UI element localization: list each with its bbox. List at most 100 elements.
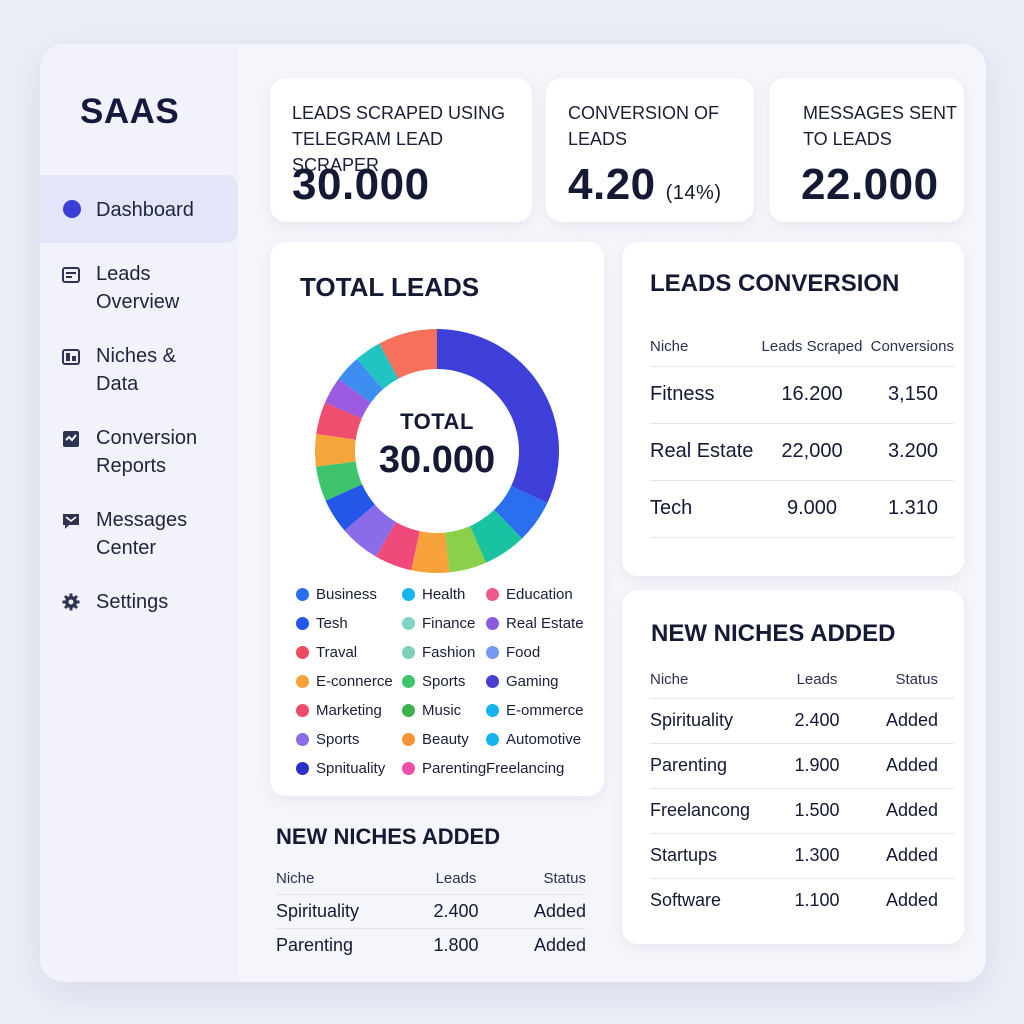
card-title: LEADS CONVERSION bbox=[650, 270, 900, 297]
cell-niche: Parenting bbox=[650, 755, 728, 775]
legend-swatch bbox=[296, 675, 309, 688]
cell-status: Added bbox=[885, 890, 938, 911]
donut-segment bbox=[344, 504, 396, 557]
stat-card-leads-scraped: LEADS SCRAPED USING TELEGRAM LEAD SCRAPE… bbox=[270, 78, 532, 222]
legend-label: Marketing bbox=[316, 702, 382, 719]
column-header: Conversions bbox=[870, 338, 954, 356]
cell-niche: Spirituality bbox=[276, 900, 360, 921]
legend-label: Parenting bbox=[422, 760, 487, 777]
legend-label: Freelancing bbox=[486, 760, 565, 777]
cell-status: Added bbox=[885, 755, 938, 775]
column-header: Niche bbox=[650, 338, 689, 356]
legend-label: Sports bbox=[422, 673, 466, 690]
legend-item: Finance bbox=[402, 615, 475, 632]
sidebar-item-niches-data[interactable]: Niches & Data bbox=[40, 342, 238, 404]
donut-segment bbox=[437, 329, 559, 504]
legend-item: Freelancing bbox=[486, 760, 564, 777]
sidebar-item-conversion-reports[interactable]: Conversion Reports bbox=[40, 424, 238, 486]
app-window: SAAS Dashboard Leads Overview Niches & D… bbox=[40, 44, 986, 982]
legend-swatch bbox=[296, 646, 309, 659]
legend-label: Food bbox=[506, 644, 541, 661]
sidebar-item-leads-overview[interactable]: Leads Overview bbox=[40, 260, 238, 322]
legend-item: Spnituality bbox=[296, 760, 385, 777]
legend-item: Traval bbox=[296, 644, 357, 661]
dashboard-icon bbox=[62, 199, 81, 218]
legend-swatch bbox=[402, 733, 415, 746]
cell-leads-scraped: 16.200 bbox=[781, 383, 843, 405]
sidebar-item-label: Messages Center bbox=[96, 509, 188, 559]
legend-label: Traval bbox=[316, 644, 358, 661]
sidebar-item-label: Leads Overview bbox=[96, 263, 180, 313]
app-logo: SAAS bbox=[80, 92, 180, 131]
table-row: Parenting 1.800 Added bbox=[276, 928, 586, 962]
legend-label: Fashion bbox=[422, 644, 476, 661]
cell-niche: Spirituality bbox=[650, 710, 734, 730]
legend-item: Music bbox=[402, 702, 461, 719]
sidebar-item-label: Settings bbox=[96, 591, 169, 613]
card-title: NEW NICHES ADDED bbox=[651, 620, 896, 647]
legend-swatch bbox=[402, 646, 415, 659]
column-header: Niche bbox=[276, 870, 315, 888]
cell-conversions: 1.310 bbox=[887, 497, 938, 519]
cell-conversions: 3,150 bbox=[887, 383, 938, 405]
new-niches-table: Niche Leads Status Spirituality 2.400 Adde… bbox=[650, 662, 954, 923]
conversion-reports-icon bbox=[62, 430, 80, 448]
legend-item: E-ommerce bbox=[486, 702, 584, 719]
table-header-row: Niche Leads Status bbox=[276, 864, 586, 894]
stat-value-group: 4.20 (14%) bbox=[568, 160, 722, 210]
table-row: Real Estate 22,000 3.200 bbox=[650, 423, 954, 480]
stat-value: 4.20 bbox=[568, 160, 656, 209]
donut-segment bbox=[411, 531, 450, 573]
legend-label: Beauty bbox=[422, 731, 469, 748]
table-row: Parenting 1.900 Added bbox=[650, 743, 954, 788]
legend-item: Beauty bbox=[402, 731, 469, 748]
legend-item: E-connerce bbox=[296, 673, 393, 690]
donut-segment bbox=[325, 378, 371, 419]
column-header: Status bbox=[543, 870, 586, 888]
legend-item: Sports bbox=[296, 731, 359, 748]
sidebar-item-settings[interactable]: Settings bbox=[40, 588, 238, 620]
legend-swatch bbox=[402, 675, 415, 688]
donut-segment bbox=[494, 486, 548, 539]
donut-segment bbox=[316, 461, 363, 501]
sidebar-item-dashboard[interactable]: Dashboard bbox=[40, 175, 238, 243]
legend-label: Music bbox=[422, 702, 462, 719]
donut-segment bbox=[356, 343, 399, 390]
cell-leads: 1.900 bbox=[794, 755, 840, 775]
donut-segment bbox=[375, 521, 420, 571]
cell-status: Added bbox=[533, 900, 586, 921]
legend-item: Automotive bbox=[486, 731, 581, 748]
column-header: Leads Scraped bbox=[761, 338, 863, 356]
legend-item: Tesh bbox=[296, 615, 348, 632]
table-row: Software 1.100 Added bbox=[650, 878, 954, 923]
donut-segment bbox=[469, 509, 523, 563]
stat-title: CONVERSION OF LEADS bbox=[568, 103, 720, 149]
messages-center-icon bbox=[62, 512, 80, 530]
donut-segment bbox=[316, 402, 362, 440]
legend-swatch bbox=[402, 617, 415, 630]
leads-overview-icon bbox=[62, 266, 80, 284]
table-row: Startups 1.300 Added bbox=[650, 833, 954, 878]
legend-item: Gaming bbox=[486, 673, 559, 690]
leads-conversion-card: LEADS CONVERSION Niche Leads Scraped Con… bbox=[622, 242, 964, 576]
cell-niche: Fitness bbox=[650, 383, 715, 405]
table-row: Spirituality 2.400 Added bbox=[650, 698, 954, 743]
donut-segment bbox=[445, 526, 487, 573]
legend-swatch bbox=[486, 646, 499, 659]
legend-label: Real Estate bbox=[506, 615, 584, 632]
legend-label: Gaming bbox=[506, 673, 559, 690]
legend-label: Sports bbox=[316, 731, 360, 748]
stat-card-messages-sent: MESSAGES SENT TO LEADS 22.000 bbox=[769, 78, 964, 222]
cell-niche: Tech bbox=[650, 497, 693, 519]
donut-center-label: TOTAL bbox=[400, 409, 474, 434]
table-row: Spirituality 2.400 Added bbox=[276, 894, 586, 928]
legend-swatch bbox=[486, 588, 499, 601]
sidebar-item-messages-center[interactable]: Messages Center bbox=[40, 506, 238, 568]
leads-conversion-table: Niche Leads Scraped Conversions Fitness … bbox=[650, 328, 954, 538]
stat-title: MESSAGES SENT TO LEADS bbox=[803, 103, 958, 149]
legend-item: Real Estate bbox=[486, 615, 584, 632]
new-niches-table-bottom: Niche Leads Status Spirituality 2.400 Ad… bbox=[276, 864, 586, 962]
legend-label: Business bbox=[316, 586, 377, 603]
cell-leads: 1.100 bbox=[794, 890, 840, 911]
cell-status: Added bbox=[885, 800, 938, 820]
